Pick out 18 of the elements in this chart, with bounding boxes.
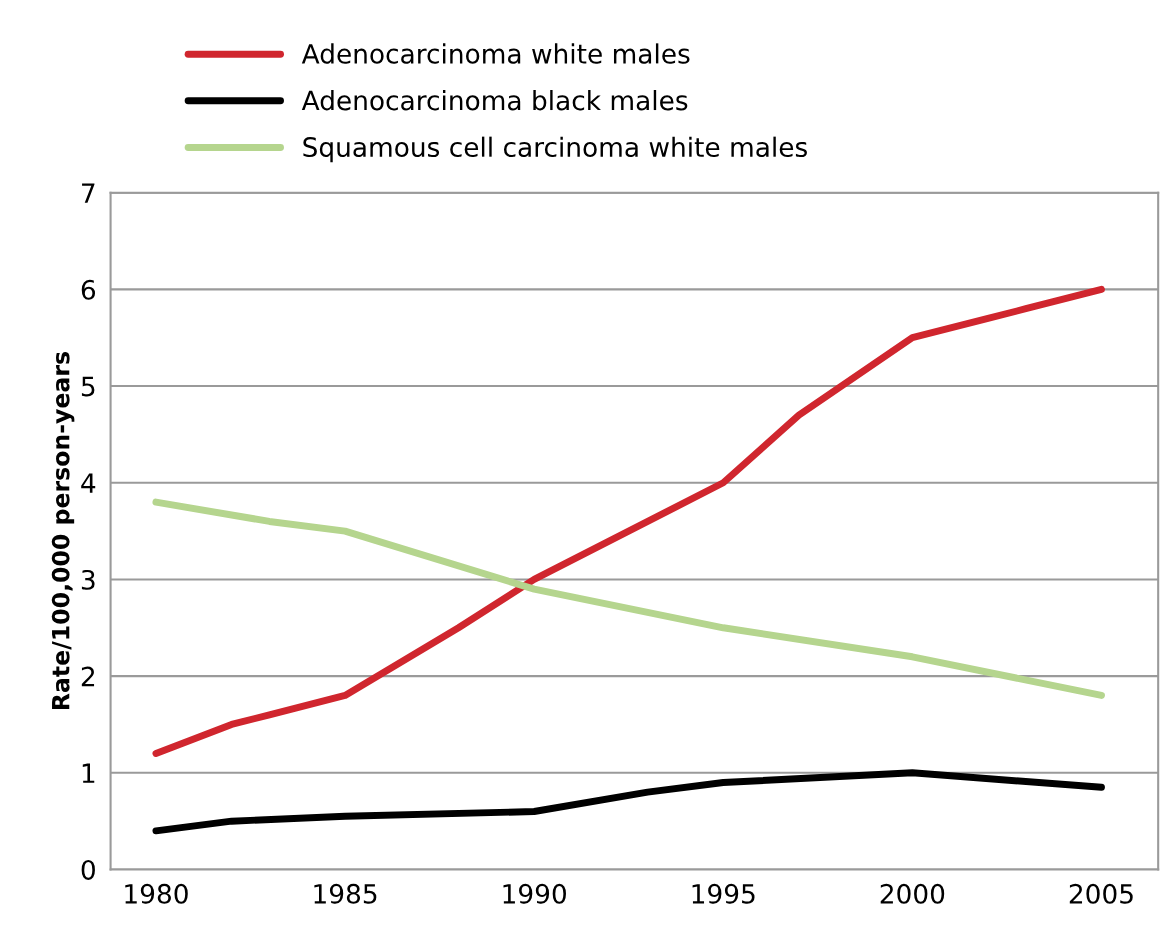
x-tick-label: 1985 <box>314 883 377 904</box>
x-tick-label: 1990 <box>503 883 566 904</box>
y-axis-title: Rate/100,000 person-years <box>51 352 75 710</box>
y-tick-label: 3 <box>81 569 95 590</box>
legend-label: Adenocarcinoma black males <box>301 89 688 111</box>
x-tick-label: 1980 <box>125 883 188 904</box>
y-tick-label: 1 <box>82 763 95 783</box>
x-tick-label: 1995 <box>692 883 755 904</box>
legend-label: Adenocarcinoma white males <box>301 43 690 64</box>
legend-label: Squamous cell carcinoma white males <box>303 136 807 163</box>
y-tick-label: 4 <box>81 473 96 493</box>
y-tick-label: 0 <box>81 859 95 880</box>
x-tick-label: 2005 <box>1069 883 1133 904</box>
y-tick-label: 5 <box>81 376 95 397</box>
y-tick-label: 2 <box>81 666 95 687</box>
y-tick-label: 7 <box>82 183 95 203</box>
x-tick-label: 2000 <box>880 883 945 904</box>
y-tick-label: 6 <box>81 279 96 300</box>
